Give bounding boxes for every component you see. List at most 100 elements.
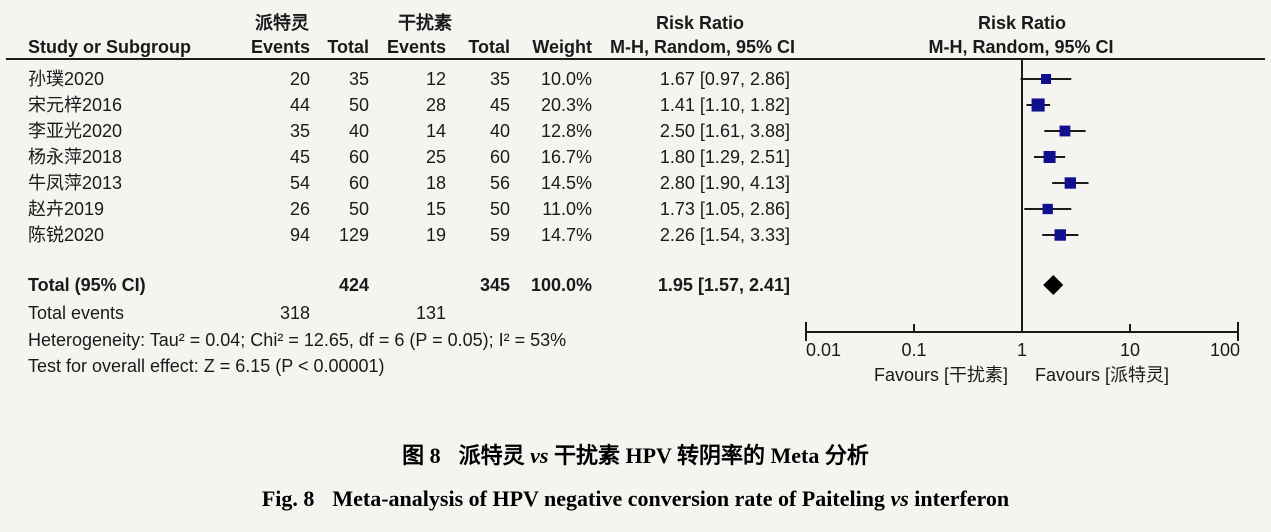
total-events-label: Total events: [28, 303, 125, 323]
study-row: 杨永萍2018 45 60 25 60 16.7% 1.80 [1.29, 2.51]: [0, 144, 1271, 170]
total-ctl-value: 50: [489, 199, 510, 219]
ci-label: 2.50 [1.61, 3.88]: [659, 121, 790, 141]
weight-value: 20.3%: [540, 95, 592, 115]
total-ctl-value: 345: [479, 275, 510, 295]
caption-english: Fig. 8 Meta-analysis of HPV negative conv…: [0, 486, 1271, 512]
study-row: 宋元梓2016 44 50 28 45 20.3% 1.41 [1.10, 1.82]: [0, 92, 1271, 118]
header-divider: [6, 58, 1265, 60]
study-row: 牛凤萍2013 54 60 18 56 14.5% 2.80 [1.90, 4.13]: [0, 170, 1271, 196]
events-exp-value: 94: [289, 225, 310, 245]
table-header-row: Study or Subgroup Events Total Events To…: [0, 34, 1271, 60]
total-ctl-value: 56: [489, 173, 510, 193]
favours-experimental-label: Favours [派特灵]: [1034, 365, 1170, 385]
total-exp-value: 60: [348, 173, 369, 193]
events-exp-value: 54: [289, 173, 310, 193]
study-name: 杨永萍2018: [28, 147, 123, 167]
study-name: 宋元梓2016: [28, 95, 123, 115]
events-ctl-column-header: Events: [386, 37, 446, 57]
risk-ratio-header-right: Risk Ratio: [977, 13, 1067, 33]
study-name: 牛凤萍2013: [28, 173, 123, 193]
study-name: 陈锐2020: [28, 225, 105, 245]
caption-en-vs: vs: [890, 486, 909, 511]
ci-label: 1.73 [1.05, 2.86]: [659, 199, 790, 219]
ci-label: 1.41 [1.10, 1.82]: [659, 95, 790, 115]
total-row: Total (95% CI) 424 345 100.0% 1.95 [1.57…: [0, 272, 1271, 298]
overall-effect-text: Test for overall effect: Z = 6.15 (P < 0…: [28, 356, 385, 376]
study-row: 李亚光2020 35 40 14 40 12.8% 2.50 [1.61, 3.88]: [0, 118, 1271, 144]
total-ctl-column-header: Total: [468, 37, 510, 57]
study-row: 陈锐2020 94 129 19 59 14.7% 2.26 [1.54, 3.33]: [0, 222, 1271, 248]
caption-en-fig-number: Fig. 8: [261, 486, 315, 511]
x-tick-0.01: 0.01: [806, 340, 842, 360]
caption-en-pre: Meta-analysis of HPV negative conversion…: [332, 486, 891, 511]
study-name: 赵卉2019: [28, 199, 105, 219]
total-ctl-value: 35: [489, 69, 510, 89]
events-ctl-value: 28: [425, 95, 446, 115]
total-events-exp-value: 318: [279, 303, 310, 323]
total-ctl-value: 59: [489, 225, 510, 245]
caption-zh-vs: vs: [530, 443, 549, 468]
total-exp-value: 129: [338, 225, 369, 245]
total-label: Total (95% CI): [28, 275, 146, 295]
events-exp-value: 26: [289, 199, 310, 219]
total-events-row: Total events 318 131: [0, 300, 1271, 326]
ci-label: 1.80 [1.29, 2.51]: [659, 147, 790, 167]
caption-zh-pre: 派特灵: [458, 443, 531, 468]
total-ci-label: 1.95 [1.57, 2.41]: [657, 275, 790, 295]
total-exp-value: 60: [348, 147, 369, 167]
total-ctl-value: 60: [489, 147, 510, 167]
total-exp-value: 50: [348, 199, 369, 219]
total-ctl-value: 40: [489, 121, 510, 141]
x-tick-10: 10: [1119, 340, 1141, 360]
group-experimental-header: 派特灵: [255, 13, 309, 33]
events-exp-column-header: Events: [250, 37, 310, 57]
events-exp-value: 35: [289, 121, 310, 141]
total-ctl-value: 45: [489, 95, 510, 115]
favours-control-label: Favours [干扰素]: [873, 365, 1009, 385]
events-exp-value: 44: [289, 95, 310, 115]
weight-value: 16.7%: [540, 147, 592, 167]
study-name: 孙璞2020: [28, 69, 105, 89]
caption-zh-fig-number: 图 8: [402, 443, 441, 468]
total-weight-value: 100.0%: [530, 275, 592, 295]
events-ctl-value: 18: [425, 173, 446, 193]
group-control-header: 干扰素: [398, 13, 452, 33]
study-row: 赵卉2019 26 50 15 50 11.0% 1.73 [1.05, 2.86]: [0, 196, 1271, 222]
mh-ci-column-header-left: M-H, Random, 95% CI: [610, 37, 796, 57]
total-exp-value: 50: [348, 95, 369, 115]
events-ctl-value: 25: [425, 147, 446, 167]
caption-zh-post: 干扰素 HPV 转阴率的 Meta 分析: [548, 443, 869, 468]
ci-label: 1.67 [0.97, 2.86]: [659, 69, 790, 89]
total-exp-value: 40: [348, 121, 369, 141]
events-ctl-value: 15: [425, 199, 446, 219]
ci-label: 2.80 [1.90, 4.13]: [659, 173, 790, 193]
x-tick-100: 100: [1209, 340, 1240, 360]
caption-chinese: 图 8 派特灵 vs 干扰素 HPV 转阴率的 Meta 分析: [0, 438, 1271, 470]
weight-value: 10.0%: [540, 69, 592, 89]
weight-value: 14.7%: [540, 225, 592, 245]
caption-en-post: interferon: [908, 486, 1010, 511]
events-exp-value: 45: [289, 147, 310, 167]
weight-value: 14.5%: [540, 173, 592, 193]
heterogeneity-text: Heterogeneity: Tau² = 0.04; Chi² = 12.65…: [28, 330, 567, 350]
events-ctl-value: 12: [425, 69, 446, 89]
weight-value: 11.0%: [542, 199, 592, 219]
events-ctl-value: 19: [425, 225, 446, 245]
total-exp-value: 35: [348, 69, 369, 89]
x-tick-1: 1: [1016, 340, 1027, 360]
total-exp-value: 424: [338, 275, 369, 295]
events-exp-value: 20: [289, 69, 310, 89]
weight-column-header: Weight: [532, 37, 592, 57]
weight-value: 12.8%: [540, 121, 592, 141]
study-row: 孙璞2020 20 35 12 35 10.0% 1.67 [0.97, 2.86]: [0, 66, 1271, 92]
events-ctl-value: 14: [425, 121, 446, 141]
total-exp-column-header: Total: [327, 37, 369, 57]
ci-label: 2.26 [1.54, 3.33]: [659, 225, 790, 245]
risk-ratio-header-left: Risk Ratio: [655, 13, 745, 33]
study-column-header: Study or Subgroup: [28, 37, 191, 57]
study-name: 李亚光2020: [28, 121, 123, 141]
total-events-ctl-value: 131: [415, 303, 446, 323]
x-tick-0.1: 0.1: [901, 340, 927, 360]
mh-ci-column-header-right: M-H, Random, 95% CI: [928, 37, 1114, 57]
